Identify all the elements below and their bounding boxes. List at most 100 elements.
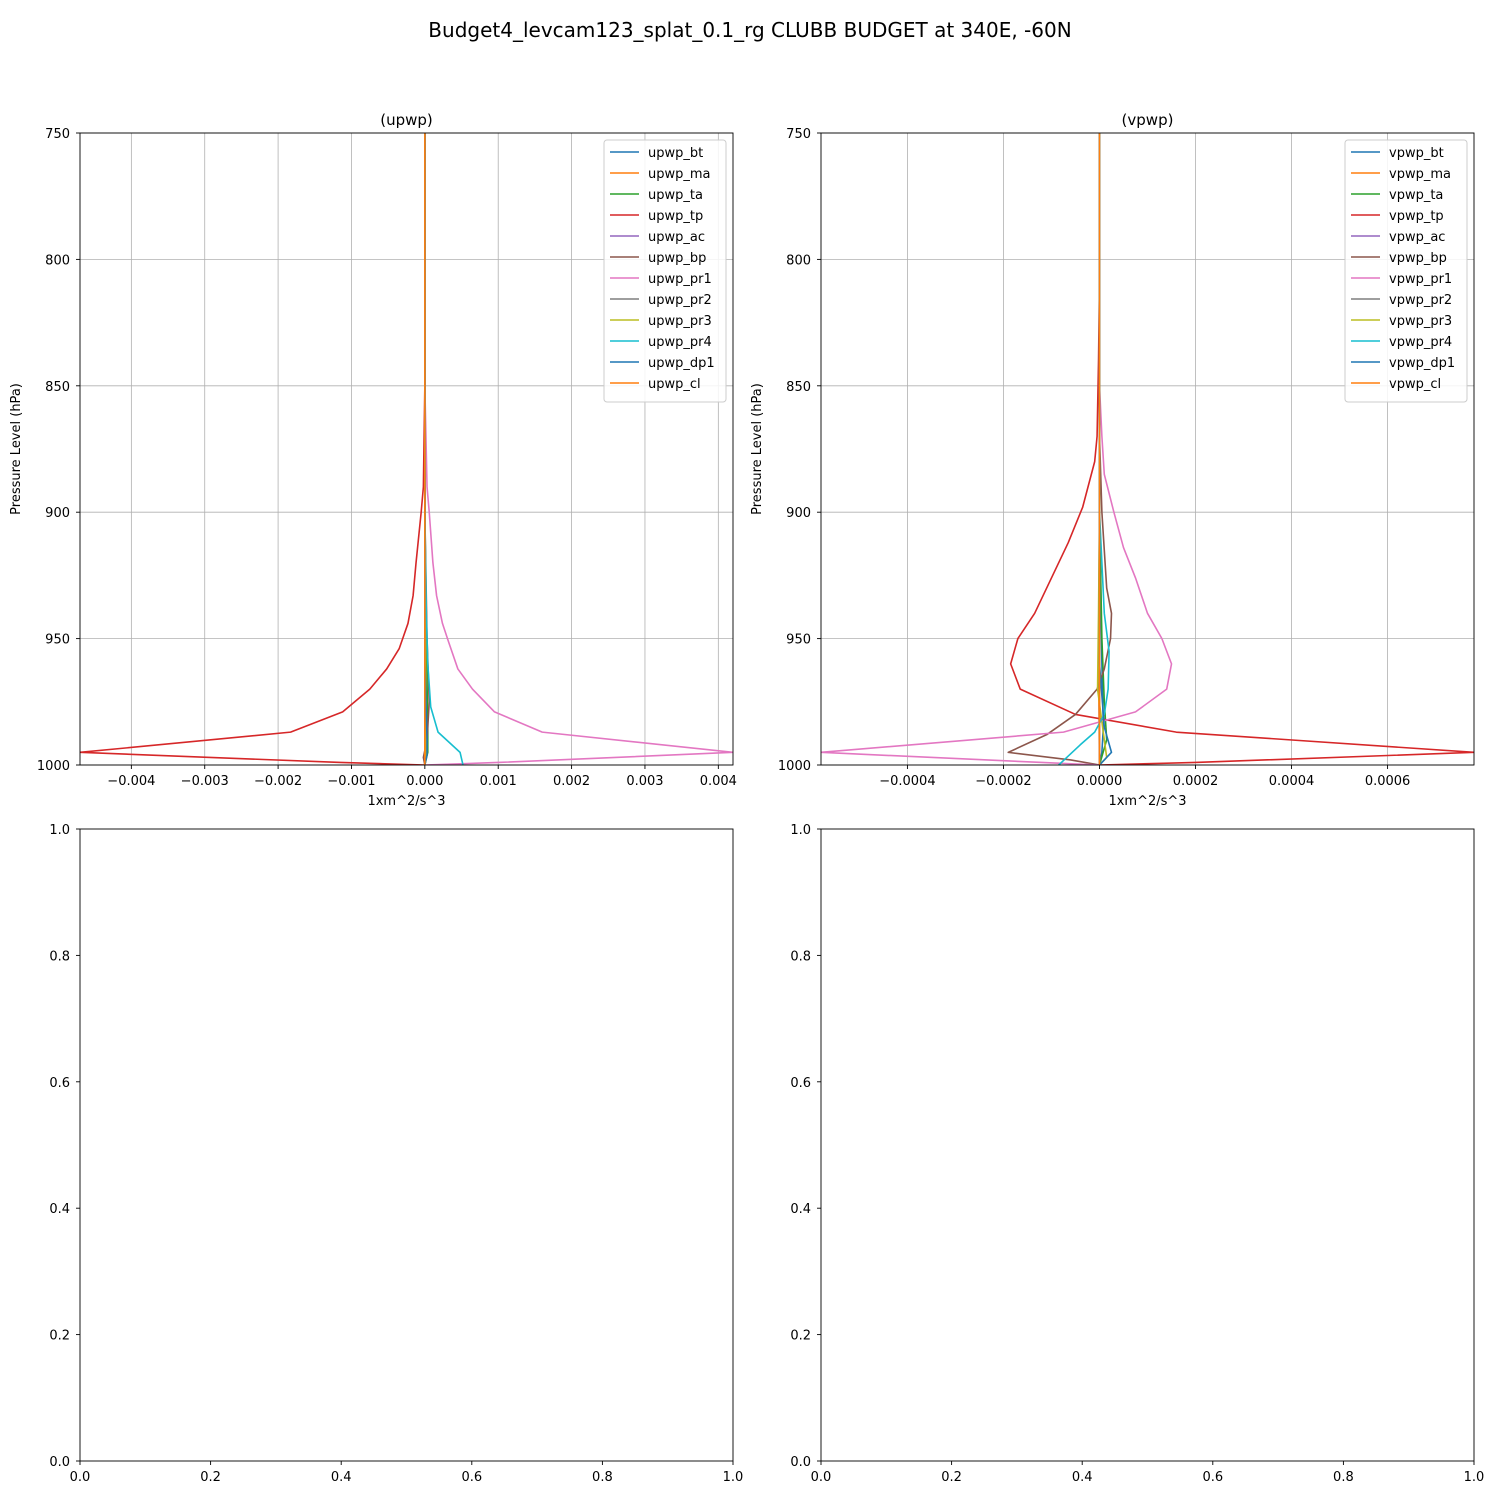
legend-label: upwp_pr2: [648, 293, 712, 308]
x-tick-label: 0.6: [461, 1470, 482, 1485]
legend-label: vpwp_pr2: [1389, 293, 1452, 308]
legend-box: [603, 139, 727, 403]
panel-title: (vpwp): [1122, 111, 1174, 129]
x-tick-label: 0.003: [626, 774, 663, 789]
y-tick-label: 750: [786, 127, 811, 142]
y-tick-label: 900: [786, 506, 811, 521]
y-tick-label: 0.2: [49, 1329, 70, 1344]
y-tick-label: 1000: [37, 759, 70, 774]
x-tick-label: −0.0002: [975, 774, 1031, 789]
x-tick-label: 0.001: [480, 774, 517, 789]
panel-title: (upwp): [380, 111, 433, 129]
x-tick-label: 0.004: [700, 774, 737, 789]
panel-3: 0.0 0.2 0.4 0.6 0.8 1.0 0.0 0.2 0.4 0.6 0.8 1.0: [49, 823, 743, 1485]
x-tick-label: −0.001: [327, 774, 375, 789]
legend-label: upwp_pr4: [648, 335, 712, 350]
y-tick-label: 0.0: [790, 1455, 811, 1470]
y-axis-label: Pressure Level (hPa): [750, 383, 765, 515]
legend-label: upwp_ac: [648, 230, 705, 245]
x-tick-label: −0.004: [107, 774, 155, 789]
legend-label: vpwp_pr3: [1389, 314, 1452, 329]
series-line-upwp_pr1: [424, 133, 733, 765]
x-tick-label: −0.003: [181, 774, 229, 789]
series-group: [80, 133, 733, 765]
axes-frame: [79, 132, 734, 766]
x-tick-label: 1.0: [723, 1470, 744, 1485]
x-tick-label: 0.0000: [1077, 774, 1123, 789]
legend-label: upwp_ma: [648, 167, 711, 182]
x-tick-label: −0.002: [254, 774, 302, 789]
y-tick-label: 800: [786, 253, 811, 268]
y-tick-label: 750: [45, 127, 70, 142]
x-tick-label: 1.0: [1464, 1470, 1485, 1485]
y-tick-label: 0.4: [790, 1202, 811, 1217]
legend-label: vpwp_bp: [1389, 251, 1447, 266]
legend-label: vpwp_tp: [1389, 209, 1444, 224]
legend-label: vpwp_ma: [1389, 167, 1451, 182]
axes-frame: [79, 828, 734, 1462]
y-tick-label: 0.2: [790, 1329, 811, 1344]
legend-label: vpwp_pr1: [1389, 272, 1452, 287]
legend-label: upwp_tp: [648, 209, 703, 224]
x-tick-label: 0.4: [1072, 1470, 1093, 1485]
legend: vpwp_bt vpwp_ma vpwp_ta vpwp_tp vpwp_ac vpwp_…: [1344, 139, 1468, 403]
y-tick-label: 0.4: [49, 1202, 70, 1217]
x-axis-label: 1xm^2/s^3: [367, 794, 445, 809]
x-tick-label: 0.4: [331, 1470, 352, 1485]
axes-frame: [820, 132, 1475, 766]
y-tick-label: 0.8: [790, 949, 811, 964]
legend-box: [1344, 139, 1468, 403]
legend-label: vpwp_cl: [1389, 377, 1441, 392]
series-line-vpwp_pr4: [1058, 133, 1110, 765]
panel-4: 0.0 0.2 0.4 0.6 0.8 1.0 0.0 0.2 0.4 0.6 0.8 1.0: [790, 823, 1484, 1485]
x-tick-label: 0.8: [592, 1470, 613, 1485]
x-tick-label: 0.0002: [1173, 774, 1219, 789]
legend-label: vpwp_dp1: [1389, 356, 1455, 371]
y-tick-label: 0.8: [49, 949, 70, 964]
figure-title: Budget4_levcam123_splat_0.1_rg CLUBB BUD…: [428, 18, 1071, 42]
x-tick-label: 0.002: [553, 774, 590, 789]
axes-frame: [820, 828, 1475, 1462]
x-axis-label: 1xm^2/s^3: [1108, 794, 1186, 809]
y-tick-label: 1000: [778, 759, 811, 774]
legend-label: upwp_pr1: [648, 272, 712, 287]
legend-label: upwp_bp: [648, 251, 706, 266]
legend-label: vpwp_pr4: [1389, 335, 1452, 350]
x-tick-label: 0.2: [941, 1470, 962, 1485]
legend-label: vpwp_ta: [1389, 188, 1443, 203]
series-group: [821, 133, 1474, 765]
series-line-vpwp_pr1: [821, 133, 1173, 765]
x-tick-label: 0.0: [811, 1470, 832, 1485]
y-tick-label: 0.6: [49, 1076, 70, 1091]
series-line-vpwp_bp: [1007, 133, 1113, 765]
y-tick-label: 950: [786, 633, 811, 648]
y-tick-label: 1.0: [790, 823, 811, 838]
series-line-vpwp_tp: [1009, 133, 1474, 765]
legend-label: upwp_dp1: [648, 356, 715, 371]
legend: upwp_bt upwp_ma upwp_ta upwp_tp upwp_ac upwp_…: [603, 139, 727, 403]
y-tick-label: 850: [45, 380, 70, 395]
y-tick-label: 800: [45, 253, 70, 268]
legend-label: vpwp_bt: [1389, 146, 1444, 161]
x-tick-label: −0.0004: [879, 774, 935, 789]
x-tick-label: 0.2: [200, 1470, 221, 1485]
x-tick-label: 0.0006: [1365, 774, 1411, 789]
legend-label: vpwp_ac: [1389, 230, 1445, 245]
x-tick-label: 0.000: [406, 774, 443, 789]
x-tick-label: 0.0004: [1269, 774, 1315, 789]
legend-label: upwp_pr3: [648, 314, 712, 329]
y-tick-label: 950: [45, 633, 70, 648]
y-axis-label: Pressure Level (hPa): [9, 383, 24, 515]
panel-1: −0.004 −0.003 −0.002 −0.001 0.000 0.001 0.002 0…: [9, 111, 737, 809]
panel-2: −0.0004 −0.0002 0.0000 0.0002 0.0004 0.0006 75…: [750, 111, 1475, 809]
y-tick-label: 0.0: [49, 1455, 70, 1470]
y-tick-label: 0.6: [790, 1076, 811, 1091]
x-tick-label: 0.8: [1333, 1470, 1354, 1485]
legend-label: upwp_bt: [648, 146, 703, 161]
legend-label: upwp_ta: [648, 188, 703, 203]
x-tick-label: 0.6: [1202, 1470, 1223, 1485]
series-line-upwp_tp: [80, 133, 426, 765]
y-tick-label: 1.0: [49, 823, 70, 838]
